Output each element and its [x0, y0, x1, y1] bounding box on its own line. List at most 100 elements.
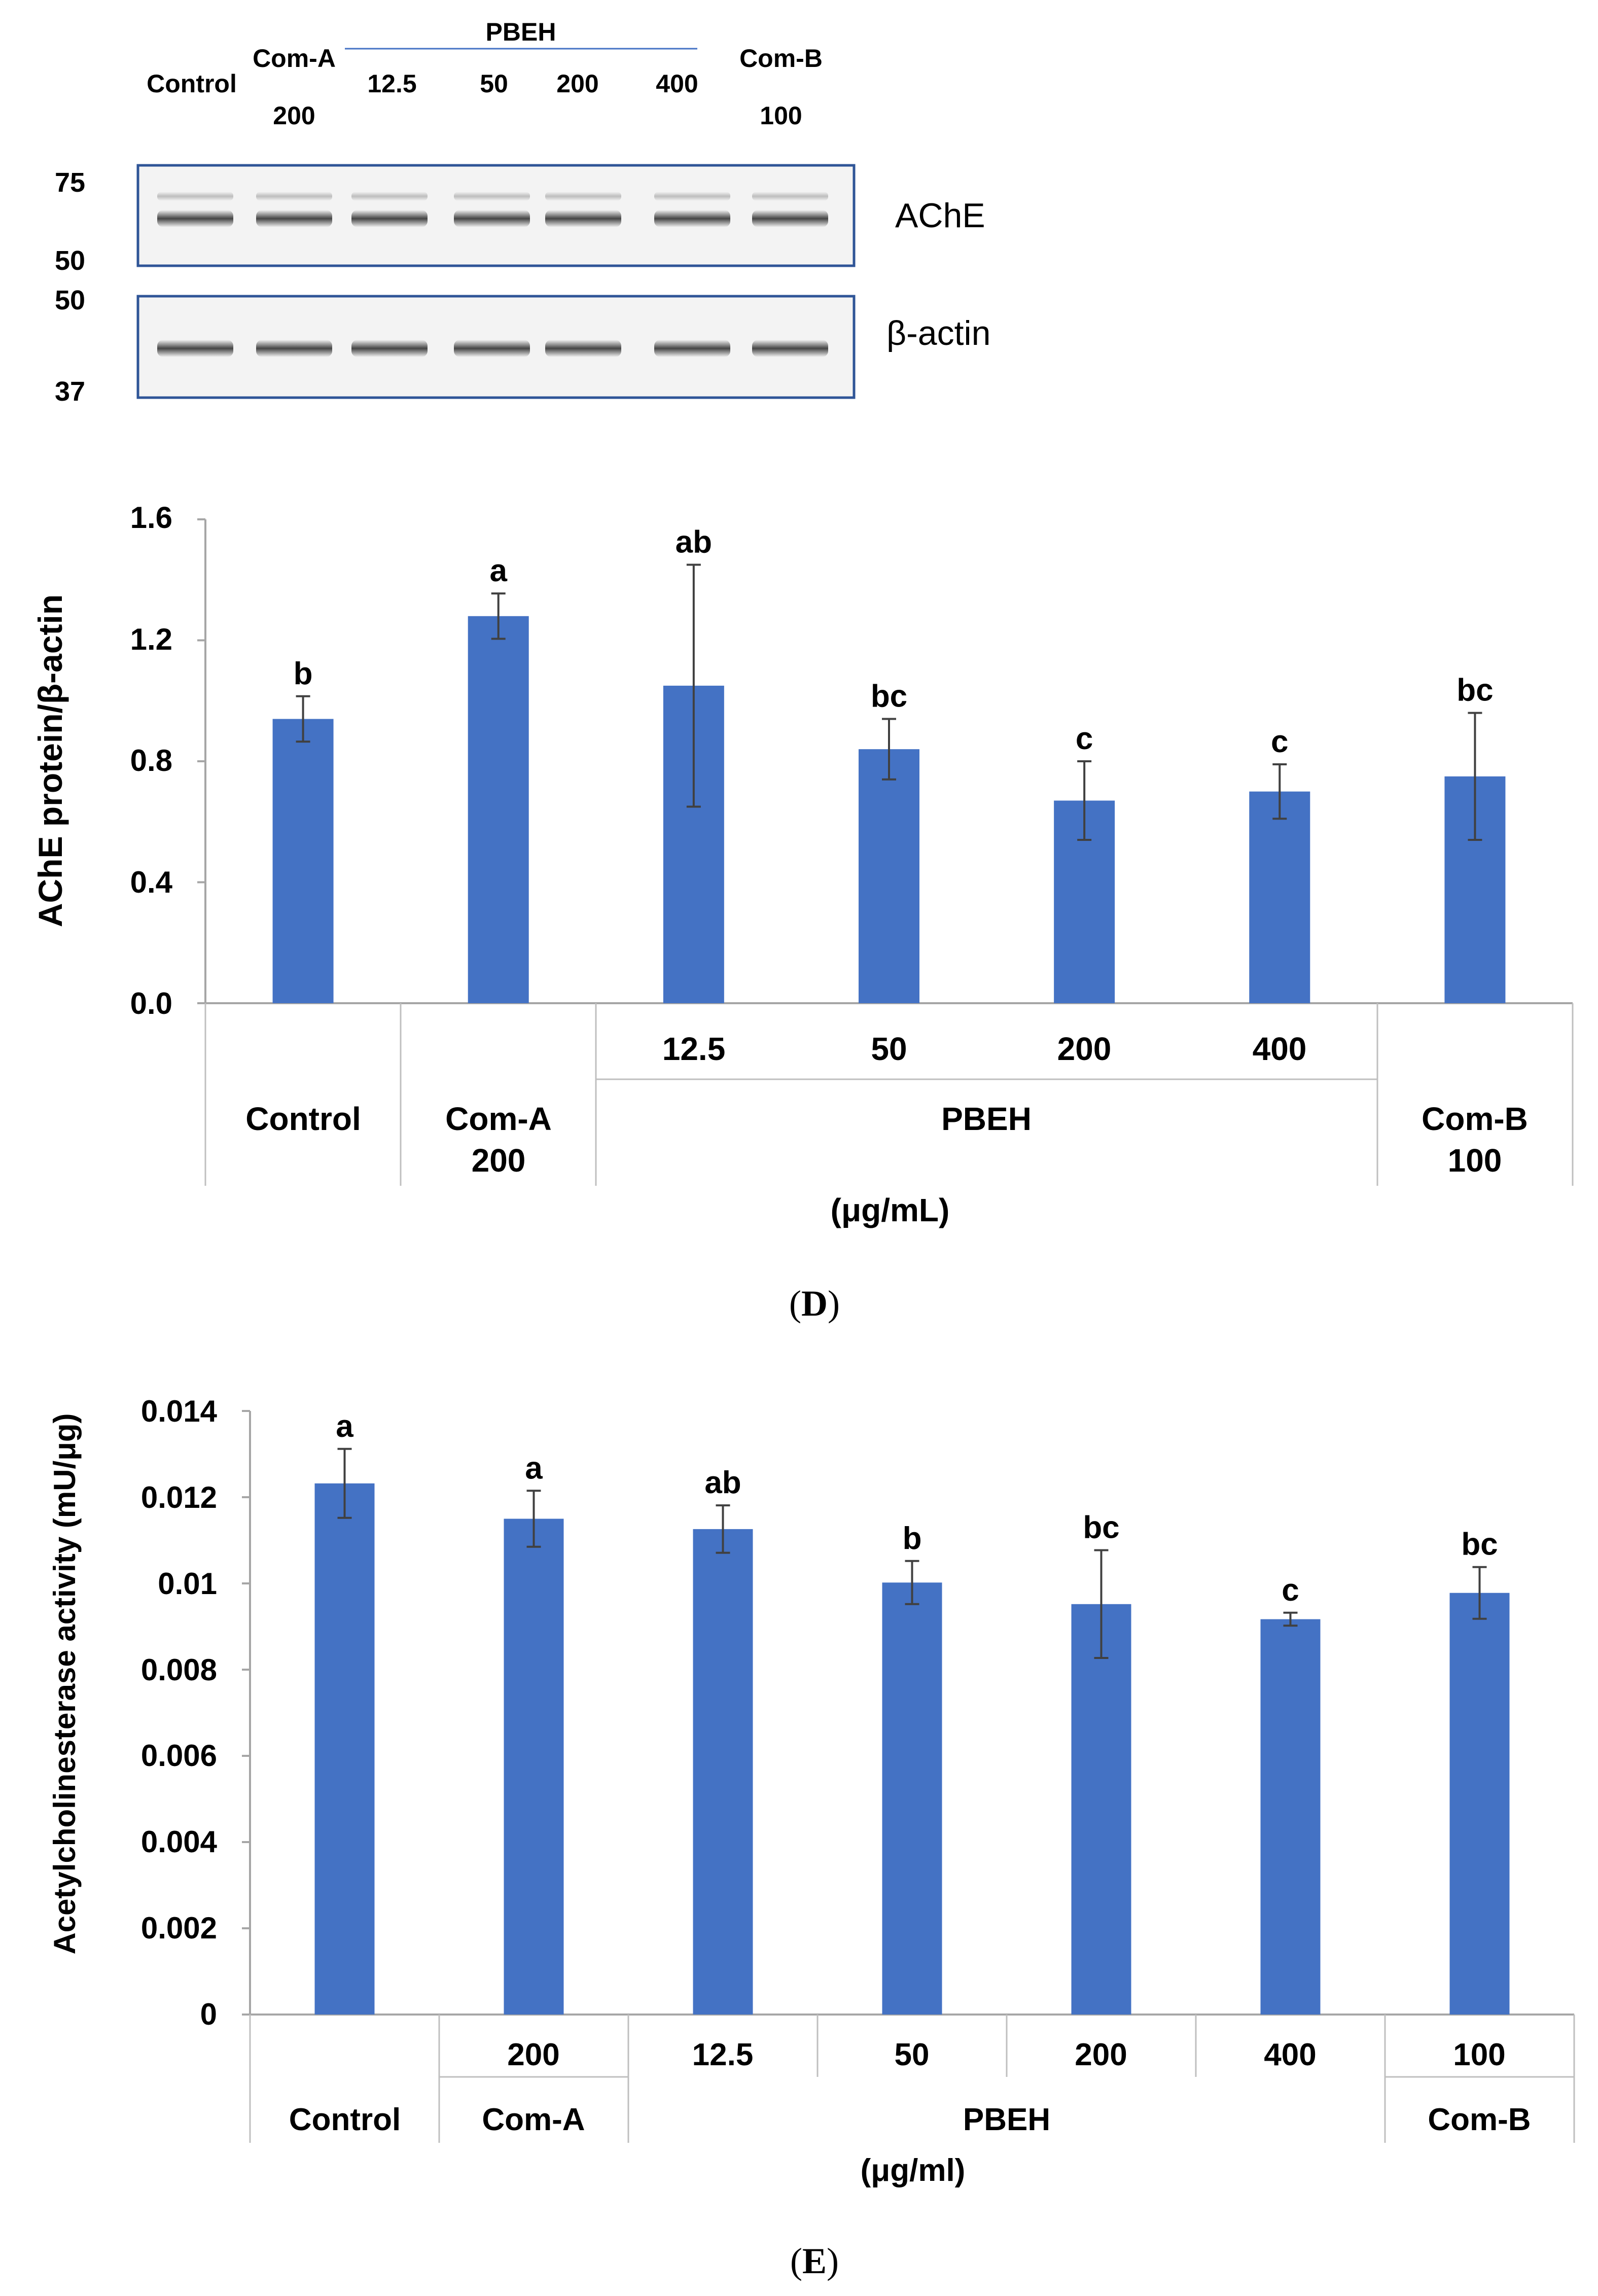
chart-e-ytick: 0.004 — [141, 1825, 218, 1859]
chart-d-sig-letter: ab — [676, 524, 712, 559]
marker-75: 75 — [55, 167, 85, 198]
chart-d-ytick: 1.6 — [130, 501, 172, 535]
chart-d-xlabel: (μg/mL) — [831, 1192, 950, 1228]
lane-label-coma-dose: 200 — [273, 101, 315, 130]
chart-e-sig-letter: b — [903, 1521, 922, 1556]
chart-d-ytick: 1.2 — [130, 622, 172, 656]
chart-e-cat-comb-name: Com-B — [1428, 2102, 1531, 2137]
chart-d-sig-letter: c — [1271, 724, 1288, 759]
chart-d-cat-400: 400 — [1253, 1031, 1307, 1067]
ache-band — [654, 210, 730, 227]
ache-band — [545, 210, 621, 227]
chart-e-bar — [1071, 1604, 1131, 2015]
chart-d-sig-letter: a — [489, 553, 507, 588]
chart-d-bar — [468, 616, 529, 1003]
chart-d-cat-coma-name: Com-A — [445, 1101, 552, 1137]
chart-e-bar — [1260, 1619, 1321, 2015]
actin-label: β-actin — [886, 314, 990, 352]
chart-e-sig-letter: bc — [1461, 1527, 1498, 1562]
chart-e-ytick: 0.01 — [158, 1567, 217, 1601]
chart-d-category-grid — [204, 1003, 1574, 1186]
ache-band-faint — [256, 192, 332, 201]
actin-band — [157, 340, 233, 357]
chart-e-cat-50: 50 — [895, 2037, 930, 2072]
lane-label-pbeh-dose: 200 — [556, 69, 598, 98]
ache-label: AChE — [895, 196, 985, 235]
lane-label-control: Control — [147, 69, 237, 98]
ache-band-faint — [752, 192, 828, 201]
chart-e-sig-letter: a — [336, 1409, 353, 1444]
chart-e-ytick: 0.006 — [141, 1739, 217, 1773]
chart-e-xlabel: (μg/ml) — [861, 2153, 966, 2188]
ache-band-faint — [545, 192, 621, 201]
chart-d-ylabel: AChE protein/β-actin — [31, 594, 69, 927]
ache-band — [157, 210, 233, 227]
chart-e-ytick: 0.014 — [141, 1394, 218, 1428]
chart-e: Acetylcholinesterase activity (mU/μg) 0 … — [48, 1394, 1575, 2281]
lane-label-pbeh-header: PBEH — [486, 18, 556, 46]
actin-band — [752, 340, 828, 357]
chart-e-category-grid — [249, 2015, 1575, 2143]
chart-d-cat-50: 50 — [871, 1031, 907, 1067]
lane-label-comb-dose: 100 — [760, 101, 802, 130]
chart-d-ytick: 0.0 — [130, 986, 172, 1020]
chart-d-sig-letter: c — [1076, 721, 1093, 756]
chart-e-bar — [504, 1518, 564, 2015]
chart-e-cat-pbeh: PBEH — [963, 2102, 1050, 2137]
chart-d-sig-letter: b — [294, 656, 313, 691]
chart-d-cat-200: 200 — [1057, 1031, 1112, 1067]
chart-d-cat-12.5: 12.5 — [662, 1031, 726, 1067]
ache-band-faint — [654, 192, 730, 201]
chart-d-bar — [859, 749, 919, 1003]
lane-label-pbeh-dose: 50 — [480, 69, 508, 98]
chart-d-cat-control: Control — [245, 1101, 361, 1137]
chart-e-sig-letter: c — [1282, 1573, 1299, 1608]
ache-band — [752, 210, 828, 227]
ache-band-faint — [351, 192, 428, 201]
lane-label-pbeh-dose: 12.5 — [367, 69, 416, 98]
ache-bands — [157, 192, 828, 227]
chart-e-bar — [693, 1529, 753, 2015]
actin-band — [545, 340, 621, 357]
chart-d-bars: b a ab bc c c bc — [197, 518, 1573, 1004]
chart-e-bar — [882, 1582, 942, 2015]
chart-e-ytick: 0.008 — [141, 1653, 217, 1687]
chart-e-sig-letter: ab — [704, 1465, 741, 1500]
chart-d-sig-letter: bc — [1457, 673, 1493, 708]
chart-e-sig-letter: bc — [1083, 1510, 1119, 1545]
ache-band — [256, 210, 332, 227]
chart-d-cat-comb-dose: 100 — [1448, 1142, 1502, 1179]
chart-e-sig-letter: a — [525, 1451, 543, 1486]
chart-d-bar — [272, 719, 334, 1003]
ache-band-faint — [157, 192, 233, 201]
chart-e-cat-12.5: 12.5 — [692, 2037, 754, 2072]
chart-d-bar — [1249, 791, 1310, 1003]
lane-label-coma-name: Com-A — [253, 44, 336, 73]
ache-band — [351, 210, 428, 227]
chart-e-ytick: 0.002 — [141, 1911, 217, 1945]
chart-d-ytick: 0.4 — [130, 865, 173, 899]
lane-label-comb-name: Com-B — [739, 44, 823, 73]
chart-e-cat-coma-dose: 200 — [507, 2037, 559, 2072]
actin-band — [454, 340, 530, 357]
chart-e-cat-coma-name: Com-A — [482, 2102, 585, 2137]
marker-37: 37 — [55, 376, 85, 407]
marker-50: 50 — [55, 285, 85, 315]
chart-e-cat-200: 200 — [1075, 2037, 1127, 2072]
chart-e-cat-comb-dose: 100 — [1453, 2037, 1505, 2072]
chart-e-bar — [1449, 1593, 1510, 2015]
chart-d-yticks: 0.0 0.4 0.8 1.2 1.6 — [130, 501, 173, 1020]
actin-band — [654, 340, 730, 357]
chart-d-cat-comb-name: Com-B — [1422, 1101, 1528, 1137]
actin-band — [351, 340, 428, 357]
actin-bands — [157, 340, 828, 357]
marker-50: 50 — [55, 245, 85, 276]
chart-e-ytick: 0.012 — [141, 1480, 217, 1514]
chart-d-cat-coma-dose: 200 — [472, 1142, 526, 1179]
chart-e-yticks: 0 0.002 0.004 0.006 0.008 0.01 0.012 0.0… — [141, 1394, 218, 2031]
ache-band — [454, 210, 530, 227]
chart-e-ylabel: Acetylcholinesterase activity (mU/μg) — [48, 1413, 82, 1954]
chart-d-cat-pbeh: PBEH — [941, 1101, 1032, 1137]
lane-label-pbeh-dose: 400 — [656, 69, 698, 98]
